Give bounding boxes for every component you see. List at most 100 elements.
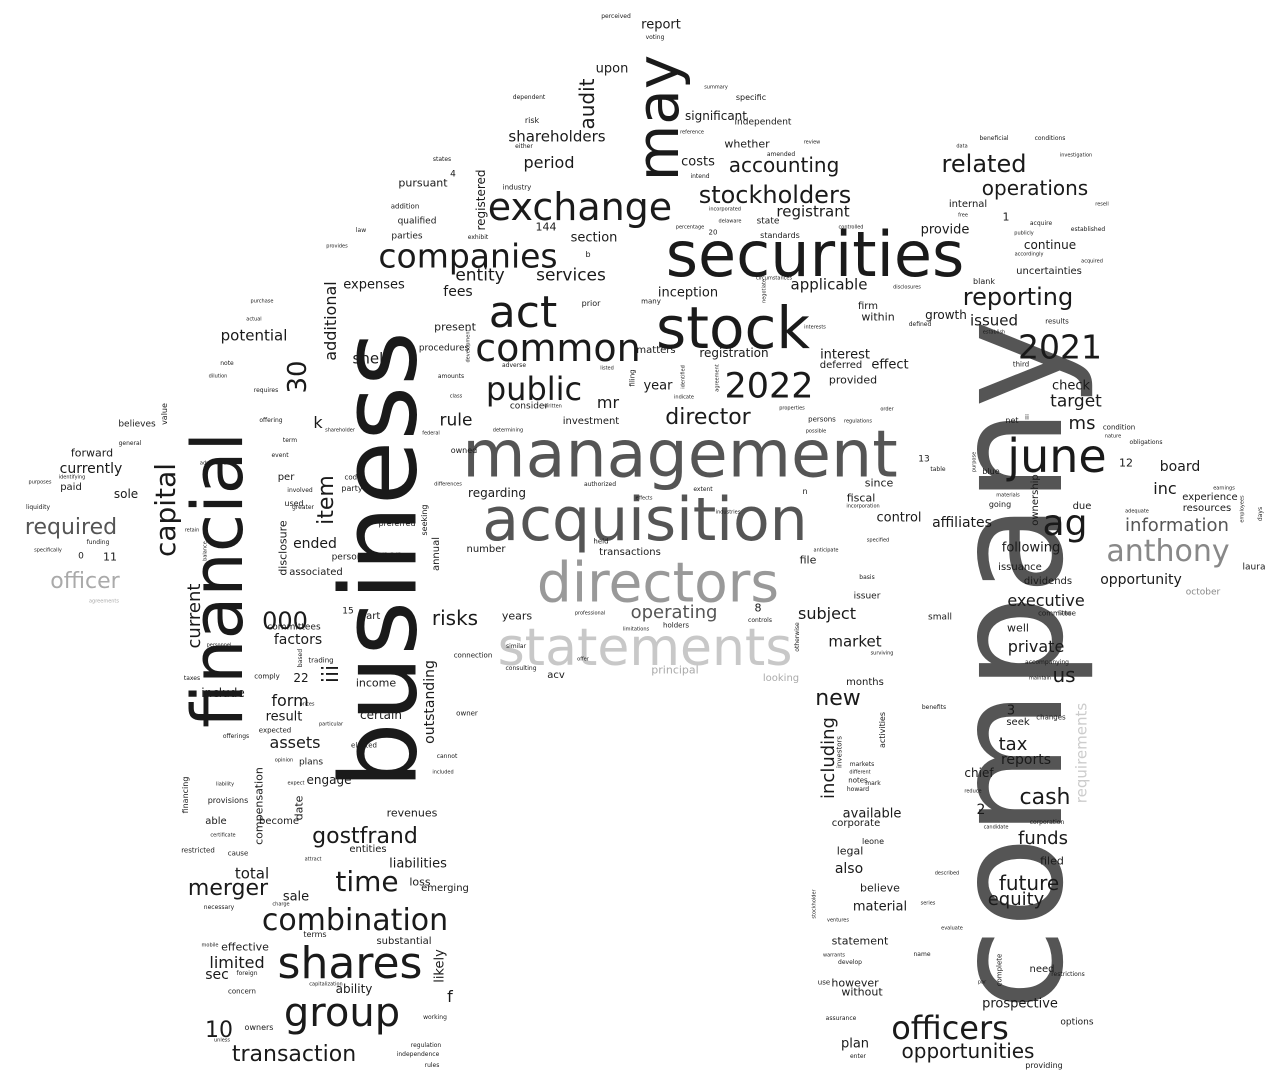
word-applicable: applicable bbox=[790, 275, 868, 294]
word-reference: reference bbox=[680, 129, 704, 136]
word-effect: effect bbox=[871, 357, 909, 373]
word-gostfrand: gostfrand bbox=[312, 824, 418, 849]
word-note: note bbox=[220, 360, 234, 367]
word-believes: believes bbox=[118, 419, 156, 430]
word-possible: possible bbox=[805, 428, 827, 435]
word-15: 15 bbox=[342, 606, 354, 617]
word-greater: greater bbox=[291, 504, 315, 511]
word-defined: defined bbox=[908, 321, 932, 328]
word-expect: expect bbox=[287, 780, 305, 787]
word-publicly: publicly bbox=[1014, 230, 1034, 237]
word-professional: professional bbox=[574, 610, 606, 617]
word-effects: effects bbox=[635, 495, 653, 502]
word-purchase: purchase bbox=[250, 298, 274, 305]
word-related: related bbox=[941, 150, 1027, 178]
word-ability: ability bbox=[335, 982, 373, 996]
word-materials: materials bbox=[996, 492, 1020, 499]
word-acquired: acquired bbox=[1081, 258, 1103, 265]
word-described: described bbox=[934, 870, 960, 877]
word-mr: mr bbox=[596, 393, 620, 412]
word-interest: interest bbox=[820, 347, 870, 363]
word-value: value bbox=[160, 403, 169, 425]
word-different: different bbox=[849, 769, 871, 776]
word-code: code bbox=[344, 473, 362, 482]
word-management: management bbox=[462, 417, 898, 493]
word-committees: committees bbox=[267, 622, 321, 633]
word-nature: nature bbox=[1104, 433, 1122, 440]
word-owners: owners bbox=[244, 1023, 274, 1032]
word-cannot: cannot bbox=[436, 753, 458, 760]
word-addition: addition bbox=[390, 202, 420, 211]
word-risk: risk bbox=[524, 116, 540, 125]
word-committee: committee bbox=[1038, 609, 1076, 618]
word-director: director bbox=[665, 405, 751, 430]
word-determining: determining bbox=[492, 427, 524, 434]
word-stockholders: stockholders bbox=[698, 181, 852, 209]
word-likely: likely bbox=[432, 949, 448, 983]
word-ag: ag bbox=[1042, 503, 1088, 544]
word-form: form bbox=[271, 691, 309, 710]
word-agreement: agreement bbox=[714, 364, 721, 392]
word-well: well bbox=[1007, 621, 1029, 635]
word-income: income bbox=[355, 676, 397, 690]
word-operations: operations bbox=[981, 176, 1089, 200]
word-balance: balance bbox=[202, 541, 209, 561]
word-surviving: surviving bbox=[870, 650, 894, 657]
word-loss: loss bbox=[409, 875, 431, 889]
word-holders: holders bbox=[663, 621, 689, 630]
word-k: k bbox=[313, 413, 323, 432]
word-certificate: certificate bbox=[210, 832, 236, 839]
word-private: private bbox=[1007, 637, 1065, 656]
word-corporation: corporation bbox=[1029, 819, 1065, 826]
word-prices: prices bbox=[299, 701, 315, 708]
word-information: information bbox=[1125, 515, 1229, 536]
word-officer: officer bbox=[50, 569, 120, 594]
word-emerging: emerging bbox=[421, 883, 469, 894]
word-consulting: consulting bbox=[505, 665, 537, 672]
word-law: law bbox=[355, 227, 367, 234]
word-outstanding: outstanding bbox=[422, 660, 438, 744]
word-exhibit: exhibit bbox=[467, 234, 489, 241]
word-registration: registration bbox=[699, 346, 769, 360]
word-fees: fees bbox=[443, 284, 473, 300]
word-owned: owned bbox=[450, 446, 478, 455]
word-requirements: requirements bbox=[1072, 702, 1091, 804]
word-delaware: delaware bbox=[718, 218, 742, 225]
word-statements: statements bbox=[497, 618, 793, 678]
word-adequate: adequate bbox=[1125, 508, 1149, 515]
word-howard: howard bbox=[846, 786, 870, 793]
word-statement: statement bbox=[831, 934, 889, 948]
word-principal: principal bbox=[651, 663, 699, 677]
word-ended: ended bbox=[293, 536, 337, 552]
word-used: used bbox=[284, 499, 304, 508]
word-identifying: identifying bbox=[58, 474, 86, 481]
word-notes: notes bbox=[848, 776, 868, 785]
word-otherwise: otherwise bbox=[794, 622, 801, 652]
word-potential: potential bbox=[220, 326, 288, 345]
word-controls: controls bbox=[748, 617, 772, 624]
word-opportunity: opportunity bbox=[1100, 572, 1182, 588]
word-shell: shell bbox=[352, 349, 388, 368]
word-name: name bbox=[913, 951, 931, 958]
word-offer: offer bbox=[577, 656, 589, 663]
word-3: 3 bbox=[1006, 703, 1016, 719]
word-investigation: investigation bbox=[1059, 152, 1093, 159]
word-evaluate: evaluate bbox=[941, 925, 963, 932]
word-inception: inception bbox=[657, 285, 719, 301]
word-section: section bbox=[570, 230, 618, 246]
word-perceived: perceived bbox=[601, 13, 631, 20]
word-order: order bbox=[880, 406, 894, 413]
word-candidate: candidate bbox=[983, 824, 1009, 831]
word-retain: retain bbox=[184, 527, 200, 534]
word-trading: trading bbox=[308, 656, 334, 665]
word-leone: leone bbox=[861, 837, 885, 846]
word-october: october bbox=[1185, 587, 1221, 598]
word-held: held bbox=[593, 537, 609, 546]
word-procedures: procedures bbox=[418, 343, 470, 354]
word-percentage: percentage bbox=[675, 224, 705, 231]
word-expected: expected bbox=[258, 726, 292, 735]
word-amounts: amounts bbox=[437, 373, 465, 380]
word-1: 1 bbox=[1002, 210, 1010, 224]
word-need: need bbox=[1029, 964, 1055, 975]
word-exchange: exchange bbox=[487, 185, 673, 229]
